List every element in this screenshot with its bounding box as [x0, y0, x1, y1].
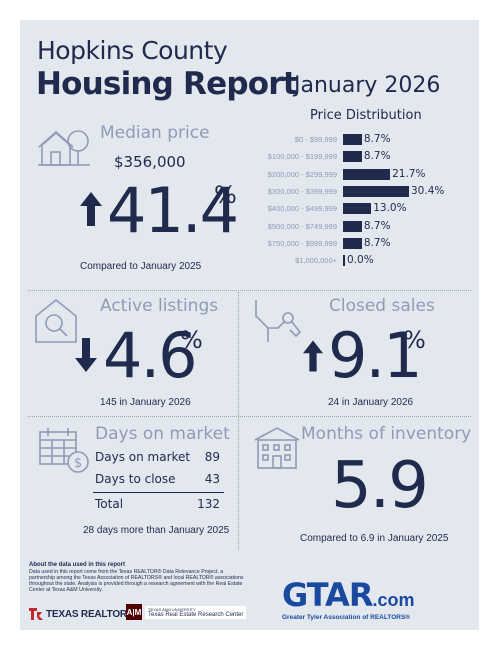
median-price-compare: Compared to January 2025 [80, 261, 202, 272]
price-bar-label: $200,000 - $299,999 [267, 169, 337, 179]
hand-key-icon [254, 298, 304, 351]
active-listings-pct-sign: % [180, 326, 203, 354]
divider-2 [28, 416, 471, 417]
report-card: Hopkins County Housing Report January 20… [20, 20, 479, 630]
price-bar [343, 134, 362, 145]
active-listings-title: Active listings [100, 296, 219, 316]
divider-vertical [238, 292, 239, 550]
calendar-dollar-icon: $ [38, 426, 92, 479]
price-bar-label: $500,000 - $749,999 [267, 221, 337, 231]
price-bar [343, 237, 362, 249]
dom-row-value-2: 43 [204, 472, 220, 486]
closed-sales-change: 9.1 [328, 319, 423, 392]
arrow-down-icon [75, 338, 97, 377]
dom-row-label-2: Days to close [95, 472, 176, 486]
price-distribution-title: Price Distribution [310, 108, 422, 123]
report-month: January 2026 [294, 73, 441, 98]
closed-sales-pct-sign: % [403, 326, 426, 354]
gtar-logo-text: GTAR [282, 576, 373, 614]
report-title: Housing Report [36, 66, 298, 102]
months-inventory-title: Months of inventory [301, 424, 472, 444]
price-bar-label: $1,000,000+ [295, 256, 337, 266]
dom-total-value: 132 [197, 497, 220, 511]
days-on-market-compare: 28 days more than January 2025 [83, 525, 230, 536]
building-icon [253, 426, 301, 475]
tamu-center-text: Texas Real Estate Research Center [148, 611, 244, 618]
house-magnifier-icon [32, 298, 80, 349]
days-on-market-title: Days on market [95, 424, 230, 444]
arrow-up-icon [80, 192, 102, 231]
gtar-com-text: .com [372, 590, 415, 610]
texas-realtors-logo: TEXAS REALTORS [29, 608, 134, 620]
months-inventory-value: 5.9 [331, 449, 429, 523]
median-price-pct-sign: % [214, 181, 237, 209]
svg-text:$: $ [74, 456, 82, 471]
tamu-logo: A|M TEXAS A&M UNIVERSITY Texas Real Esta… [126, 604, 247, 620]
price-bar [343, 151, 362, 163]
price-bar [343, 168, 391, 180]
months-inventory-compare: Compared to 6.9 in January 2025 [300, 533, 449, 544]
dom-total-rule [93, 492, 224, 493]
price-bar [343, 255, 345, 267]
gtar-full-name: Greater Tyler Association of REALTORS® [282, 614, 411, 621]
texas-realtors-text: TEXAS REALTORS [46, 608, 134, 620]
tamu-university-text: TEXAS A&M UNIVERSITY [148, 606, 196, 612]
median-price-title: Median price [100, 123, 210, 143]
price-bar-value: 21.7% [392, 167, 426, 180]
dom-row-label-1: Days on market [95, 450, 191, 464]
price-bar [343, 203, 372, 215]
price-bar [343, 185, 409, 197]
price-bar-label: $750,000 - $999,999 [267, 238, 337, 248]
price-bar-label: $300,000 - $399,999 [267, 186, 337, 196]
median-price-change: 41.4 [107, 174, 239, 247]
about-data-title: About the data used in this report [29, 562, 126, 568]
divider-1 [28, 290, 471, 291]
price-bar-value: 8.7% [363, 236, 391, 249]
closed-sales-compare: 24 in January 2026 [328, 397, 414, 408]
price-bar-label: $400,000 - $499,999 [267, 204, 337, 214]
median-price-value: $356,000 [114, 153, 186, 171]
price-distribution-chart: $0 - $99,999 8.7% $100,000 - $199,999 8.7% $… [20, 20, 479, 290]
tamu-mark-icon: A|M [126, 604, 142, 620]
gtar-logo: GTAR .com [282, 576, 414, 614]
dom-total-label: Total [95, 497, 124, 511]
price-bar-value: 30.4% [411, 184, 445, 197]
price-bar-value: 8.7% [363, 150, 391, 163]
closed-sales-title: Closed sales [329, 296, 435, 316]
active-listings-change: 4.6 [103, 319, 198, 392]
house-tree-icon [38, 125, 92, 174]
about-data-text: Data used in this report come from the T… [29, 569, 244, 593]
texas-realtors-mark-icon [29, 608, 43, 620]
arrow-up-icon-2 [303, 340, 323, 377]
price-bar-label: $0 - $99,999 [294, 135, 337, 144]
price-bar [343, 220, 362, 232]
price-bar-label: $100,000 - $199,999 [267, 152, 337, 162]
price-bar-value: 0.0% [347, 254, 374, 267]
county-title: Hopkins County [37, 36, 228, 65]
price-bar-value: 13.0% [373, 202, 407, 215]
active-listings-compare: 145 in January 2026 [100, 397, 191, 408]
dom-row-value-1: 89 [204, 450, 220, 464]
price-bar-value: 8.7% [363, 219, 391, 232]
price-bar-value: 8.7% [363, 133, 391, 145]
